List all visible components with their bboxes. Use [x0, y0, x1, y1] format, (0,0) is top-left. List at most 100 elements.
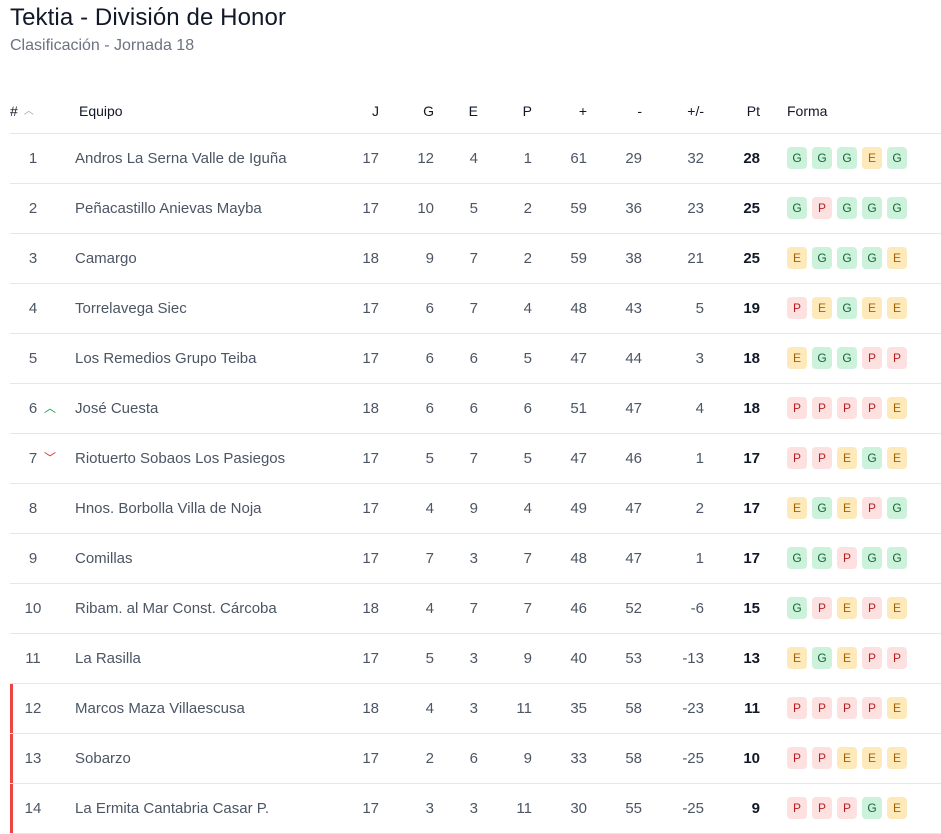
form-badge: P [862, 697, 882, 719]
form-badge: E [787, 347, 807, 369]
team-name-link[interactable]: Riotuerto Sobaos Los Pasiegos [75, 450, 286, 467]
form-badge: G [887, 547, 907, 569]
team-name-link[interactable]: Hnos. Borbolla Villa de Noja [75, 500, 262, 517]
table-row[interactable]: 8 Hnos. Borbolla Villa de Noja 17 4 9 4 49 47 2 1… [10, 484, 941, 534]
form-badge: E [862, 297, 882, 319]
stat-p-cell: 7 [523, 600, 532, 617]
team-name-link[interactable]: Comillas [75, 550, 133, 567]
form-badge: P [837, 697, 857, 719]
stat-e-cell: 9 [469, 500, 478, 517]
table-row[interactable]: 5 Los Remedios Grupo Teiba 17 6 6 5 47 44 3 18 E G G… [10, 334, 941, 384]
position-cell: 3 [28, 250, 38, 267]
stat-p-cell: 5 [523, 450, 532, 467]
form-badge: E [887, 397, 907, 419]
stat-gd-cell: -6 [690, 600, 704, 617]
team-name-link[interactable]: Andros La Serna Valle de Iguña [75, 150, 287, 167]
team-name-link[interactable]: Marcos Maza Villaescusa [75, 700, 245, 717]
form-badge: G [787, 147, 807, 169]
form-badge: G [837, 247, 857, 269]
stat-ga-cell: 55 [625, 800, 642, 817]
form-badge: G [812, 347, 832, 369]
stat-e-cell: 6 [469, 750, 478, 767]
team-name-link[interactable]: Sobarzo [75, 750, 131, 767]
team-name-link[interactable]: Ribam. al Mar Const. Cárcoba [75, 600, 277, 617]
stat-gd-cell: 2 [695, 500, 704, 517]
column-header-team[interactable]: Equipo [79, 103, 123, 119]
column-header-pt[interactable]: Pt [746, 103, 760, 119]
stat-pt-cell: 13 [743, 650, 760, 667]
table-row[interactable]: 11 La Rasilla 17 5 3 9 40 53 -13 13 E G E P P [10, 634, 941, 684]
form-badge: P [862, 597, 882, 619]
stat-pt-cell: 17 [743, 550, 760, 567]
team-name-link[interactable]: Peñacastillo Anievas Mayba [75, 200, 262, 217]
table-row[interactable]: 3 Camargo 18 9 7 2 59 38 21 25 E G G G E [10, 234, 941, 284]
stat-e-cell: 3 [469, 700, 478, 717]
position-cell: 14 [24, 800, 42, 817]
stat-gf-cell: 51 [570, 400, 587, 417]
team-name-link[interactable]: Los Remedios Grupo Teiba [75, 350, 257, 367]
column-header-g[interactable]: G [423, 103, 434, 119]
stat-gf-cell: 59 [570, 250, 587, 267]
position-cell: 1 [28, 150, 38, 167]
stat-g-cell: 4 [425, 600, 434, 617]
stat-ga-cell: 47 [625, 550, 642, 567]
table-row[interactable]: 7 ﹀ Riotuerto Sobaos Los Pasiegos 17 5 7 5 47 46… [10, 434, 941, 484]
table-row[interactable]: 6 ︿ José Cuesta 18 6 6 6 51 47 4 18 P P P P E [10, 384, 941, 434]
team-name-link[interactable]: José Cuesta [75, 400, 159, 417]
stat-j-cell: 18 [362, 400, 379, 417]
stat-ga-cell: 47 [625, 400, 642, 417]
column-header-e[interactable]: E [468, 103, 478, 119]
team-name-link[interactable]: Camargo [75, 250, 137, 267]
stat-gf-cell: 46 [570, 600, 587, 617]
column-header-p[interactable]: P [522, 103, 532, 119]
team-name-link[interactable]: La Ermita Cantabria Casar P. [75, 800, 269, 817]
table-row[interactable]: 4 Torrelavega Siec 17 6 7 4 48 43 5 19 P E G E E [10, 284, 941, 334]
form-badge: E [887, 797, 907, 819]
form-badge: P [787, 747, 807, 769]
form-badge: G [887, 497, 907, 519]
stat-j-cell: 17 [362, 350, 379, 367]
table-row[interactable]: 12 Marcos Maza Villaescusa 18 4 3 11 35 58 -23 11… [10, 684, 941, 734]
form-badge: G [837, 347, 857, 369]
form-badge: P [837, 547, 857, 569]
team-name-link[interactable]: Torrelavega Siec [75, 300, 187, 317]
position-cell: 8 [28, 500, 38, 517]
column-header-gd[interactable]: +/- [687, 103, 704, 119]
column-header-ga[interactable]: - [637, 103, 642, 119]
stat-ga-cell: 44 [625, 350, 642, 367]
stat-gd-cell: -13 [682, 650, 704, 667]
column-header-pos-label: # [10, 103, 18, 119]
table-row[interactable]: 9 Comillas 17 7 3 7 48 47 1 17 G G P G G [10, 534, 941, 584]
table-row[interactable]: 1 Andros La Serna Valle de Iguña 17 12 4 1 61 2… [10, 134, 941, 184]
stat-e-cell: 3 [469, 550, 478, 567]
stat-g-cell: 6 [425, 350, 434, 367]
table-row[interactable]: 2 Peñacastillo Anievas Mayba 17 10 5 2 59 36 23 2… [10, 184, 941, 234]
form-badge: E [837, 747, 857, 769]
stat-pt-cell: 19 [743, 300, 760, 317]
form-badge: P [787, 397, 807, 419]
column-header-gf[interactable]: + [578, 103, 587, 119]
form-badge: P [787, 797, 807, 819]
form-badge: E [862, 147, 882, 169]
stat-gf-cell: 40 [570, 650, 587, 667]
team-name-link[interactable]: La Rasilla [75, 650, 141, 667]
sort-ascending-icon[interactable]: ︿ [23, 106, 34, 117]
form-badge: G [812, 497, 832, 519]
stat-gd-cell: 21 [687, 250, 704, 267]
table-row[interactable]: 14 La Ermita Cantabria Casar P. 17 3 3 11 30 55… [10, 784, 941, 834]
table-row[interactable]: 13 Sobarzo 17 2 6 9 33 58 -25 10 P P E E E [10, 734, 941, 784]
stat-gd-cell: -25 [682, 800, 704, 817]
form-badge: G [837, 197, 857, 219]
stat-j-cell: 17 [362, 150, 379, 167]
stat-j-cell: 17 [362, 200, 379, 217]
table-row[interactable]: 10 Ribam. al Mar Const. Cárcoba 18 4 7 7 46 52 -… [10, 584, 941, 634]
stat-j-cell: 18 [362, 700, 379, 717]
column-header-j[interactable]: J [372, 103, 379, 119]
column-header-pos[interactable]: # ︿ [10, 90, 40, 133]
position-cell: 9 [28, 550, 38, 567]
stat-p-cell: 5 [523, 350, 532, 367]
